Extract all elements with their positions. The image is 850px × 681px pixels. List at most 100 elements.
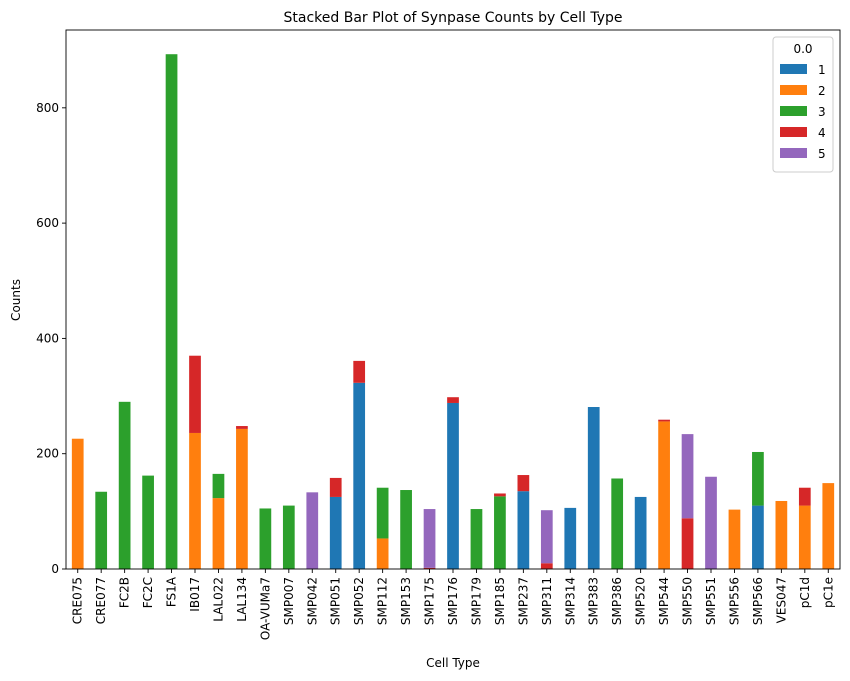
legend-label-1: 1 [818, 63, 826, 77]
bar-segment-SMP112-series-3 [376, 487, 389, 539]
bar-segment-SMP383-series-1 [587, 407, 600, 569]
x-tick-label: SMP566 [751, 577, 765, 625]
bar-segment-LAL022-series-2 [212, 498, 225, 569]
x-tick-label: SMP237 [516, 577, 530, 625]
x-tick-label: FC2C [141, 577, 155, 608]
legend-swatch-5 [780, 148, 807, 158]
bar-segment-pC1e-series-2 [822, 483, 835, 569]
bar-segment-FS1A-series-3 [165, 54, 178, 569]
bar-segment-SMP551-series-5 [705, 476, 717, 569]
x-tick-label: SMP179 [469, 577, 483, 625]
bar-segment-SMP314-series-1 [564, 507, 577, 569]
legend-label-4: 4 [818, 126, 826, 140]
x-tick-label: SMP556 [727, 577, 741, 625]
bar-segment-SMP042-series-5 [306, 492, 319, 569]
bar-segment-SMP051-series-1 [329, 496, 342, 569]
x-tick-label: IB017 [188, 577, 202, 612]
bar-segment-SMP386-series-3 [611, 478, 624, 569]
bar-segment-LAL134-series-4 [236, 426, 248, 429]
bar-segment-SMP550-series-5 [681, 434, 694, 519]
bar-segment-SMP176-series-1 [447, 402, 459, 569]
x-tick-label: SMP185 [493, 577, 507, 625]
x-tick-label: FS1A [165, 576, 179, 607]
bar-segment-SMP544-series-4 [658, 419, 670, 422]
x-tick-label: SMP175 [423, 577, 437, 625]
bar-segment-SMP550-series-4 [681, 518, 694, 569]
x-tick-label: SMP551 [704, 577, 718, 625]
bar-segment-SMP007-series-3 [282, 505, 295, 569]
plot-frame [65, 29, 841, 570]
x-tick-label: CRE077 [94, 577, 108, 624]
x-tick-label: SMP042 [305, 577, 319, 625]
x-tick-label: SMP386 [610, 577, 624, 625]
bar-segment-SMP179-series-3 [470, 509, 483, 569]
bar-segment-SMP175-series-5 [423, 509, 436, 568]
x-tick-label: SMP383 [587, 577, 601, 625]
bar-segment-SMP520-series-1 [634, 496, 647, 569]
x-tick-label: SMP544 [657, 577, 671, 625]
bar-segment-LAL022-series-3 [212, 473, 225, 499]
legend-label-2: 2 [818, 84, 826, 98]
bar-segment-SMP112-series-2 [376, 538, 389, 569]
bar-segment-SMP185-series-3 [494, 496, 506, 569]
bar-segment-SMP175-series-4 [423, 567, 436, 569]
x-tick-label: SMP051 [329, 577, 343, 625]
y-tick-label: 0 [51, 562, 59, 576]
bar-segment-IB017-series-2 [189, 432, 201, 569]
x-tick-label: SMP153 [399, 577, 413, 625]
legend-swatch-1 [780, 64, 807, 74]
legend-swatch-4 [780, 127, 807, 137]
legend-swatch-3 [780, 106, 807, 116]
legend-items: 1 2 3 4 5 [780, 63, 826, 161]
bars-layer [71, 54, 835, 569]
x-tick-label: FC2B [118, 577, 132, 608]
x-tick-label: SMP311 [540, 577, 554, 625]
x-tick-label: pC1e [821, 577, 835, 608]
x-tick-label: SMP052 [352, 577, 366, 625]
x-tick-label: OA-VUMa7 [258, 577, 272, 640]
y-axis: 0 200 400 600 800 [36, 101, 66, 576]
bar-segment-SMP237-series-4 [517, 475, 530, 492]
bar-segment-SMP237-series-1 [517, 491, 530, 569]
legend-swatch-2 [780, 85, 807, 95]
bar-segment-SMP051-series-4 [329, 477, 342, 497]
x-tick-label: SMP520 [634, 577, 648, 625]
bar-segment-OA-VUMa7-series-3 [259, 508, 272, 569]
x-tick-label: LAL022 [211, 577, 225, 622]
bar-segment-IB017-series-4 [189, 355, 201, 433]
x-tick-label: SMP550 [681, 577, 695, 625]
bar-segment-SMP052-series-1 [353, 382, 366, 569]
legend-title: 0.0 [793, 42, 812, 56]
bar-segment-FC2B-series-3 [118, 401, 131, 569]
bar-segment-CRE077-series-3 [95, 491, 108, 569]
x-tick-label: SMP007 [282, 577, 296, 625]
y-axis-label: Counts [9, 279, 23, 321]
bar-segment-SMP153-series-3 [400, 490, 412, 569]
bar-segment-pC1d-series-4 [798, 487, 811, 506]
legend: 0.0 1 2 3 4 5 [772, 36, 834, 173]
x-tick-label: SMP112 [376, 577, 390, 625]
x-tick-label: VES047 [774, 577, 788, 623]
y-tick-label: 400 [36, 331, 59, 345]
x-tick-label: SMP176 [446, 577, 460, 625]
bar-segment-LAL134-series-2 [236, 428, 248, 569]
bar-segment-VES047-series-2 [775, 500, 788, 569]
bar-segment-SMP176-series-4 [447, 397, 459, 403]
bar-segment-SMP052-series-4 [353, 360, 366, 383]
bar-segment-SMP311-series-5 [540, 510, 553, 564]
bar-segment-SMP544-series-2 [658, 421, 670, 569]
bar-segment-SMP556-series-2 [728, 509, 741, 569]
legend-label-5: 5 [818, 147, 826, 161]
y-tick-label: 600 [36, 216, 59, 230]
y-tick-label: 200 [36, 447, 59, 461]
bar-segment-SMP566-series-3 [752, 451, 764, 506]
bar-segment-SMP185-series-4 [494, 493, 506, 497]
bar-segment-FC2C-series-3 [142, 475, 154, 569]
bar-segment-pC1d-series-2 [798, 505, 811, 569]
legend-label-3: 3 [818, 105, 826, 119]
chart-title: Stacked Bar Plot of Synpase Counts by Ce… [284, 10, 623, 26]
bar-segment-SMP311-series-4 [540, 563, 553, 569]
x-tick-label: CRE075 [71, 577, 85, 624]
x-tick-label: pC1d [798, 577, 812, 608]
